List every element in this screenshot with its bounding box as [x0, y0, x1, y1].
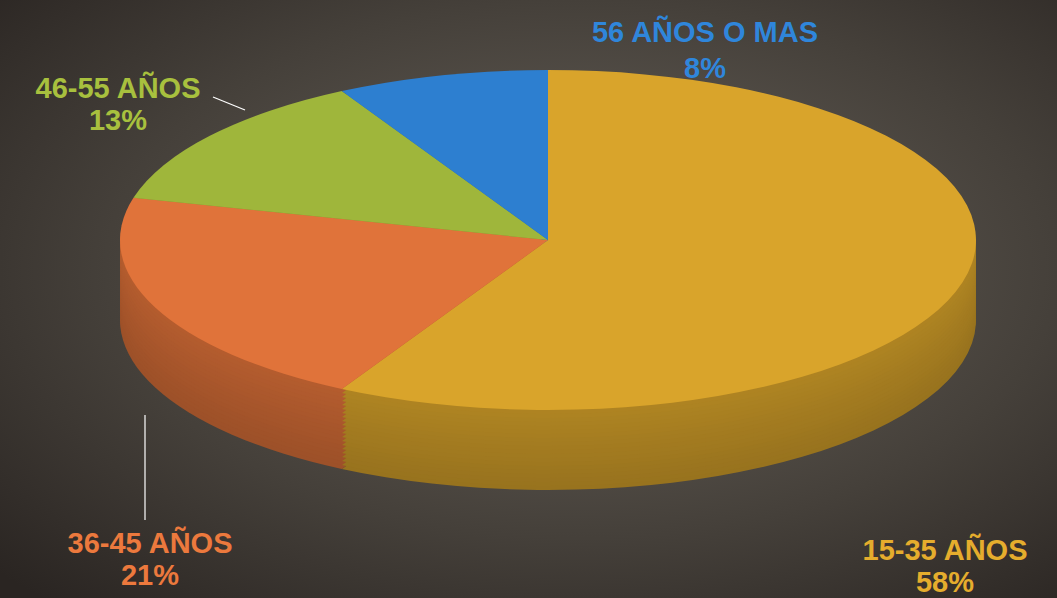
chart: 15-35 AÑOS58% 36-45 AÑOS21% 46-55 AÑOS13% 5…: [0, 0, 1057, 598]
pie-top: [120, 70, 976, 410]
category-label: 46-55 AÑOS: [36, 71, 201, 104]
category-label: 15-35 AÑOS: [863, 533, 1028, 566]
leader-line: [213, 97, 245, 110]
leader-line: [144, 415, 145, 520]
value-label: 13%: [89, 104, 147, 136]
background: [0, 0, 1057, 598]
pie: [120, 70, 976, 490]
value-label: 21%: [121, 559, 179, 591]
category-label: 56 AÑOS O MAS: [592, 15, 818, 48]
data-labels: 15-35 AÑOS58% 36-45 AÑOS21% 46-55 AÑOS13% 5…: [36, 15, 1028, 598]
slice: [342, 70, 548, 240]
value-label: 58%: [916, 566, 974, 598]
category-label: 36-45 AÑOS: [68, 526, 233, 559]
leader-lines: [145, 97, 245, 520]
value-label: 8%: [684, 52, 726, 84]
